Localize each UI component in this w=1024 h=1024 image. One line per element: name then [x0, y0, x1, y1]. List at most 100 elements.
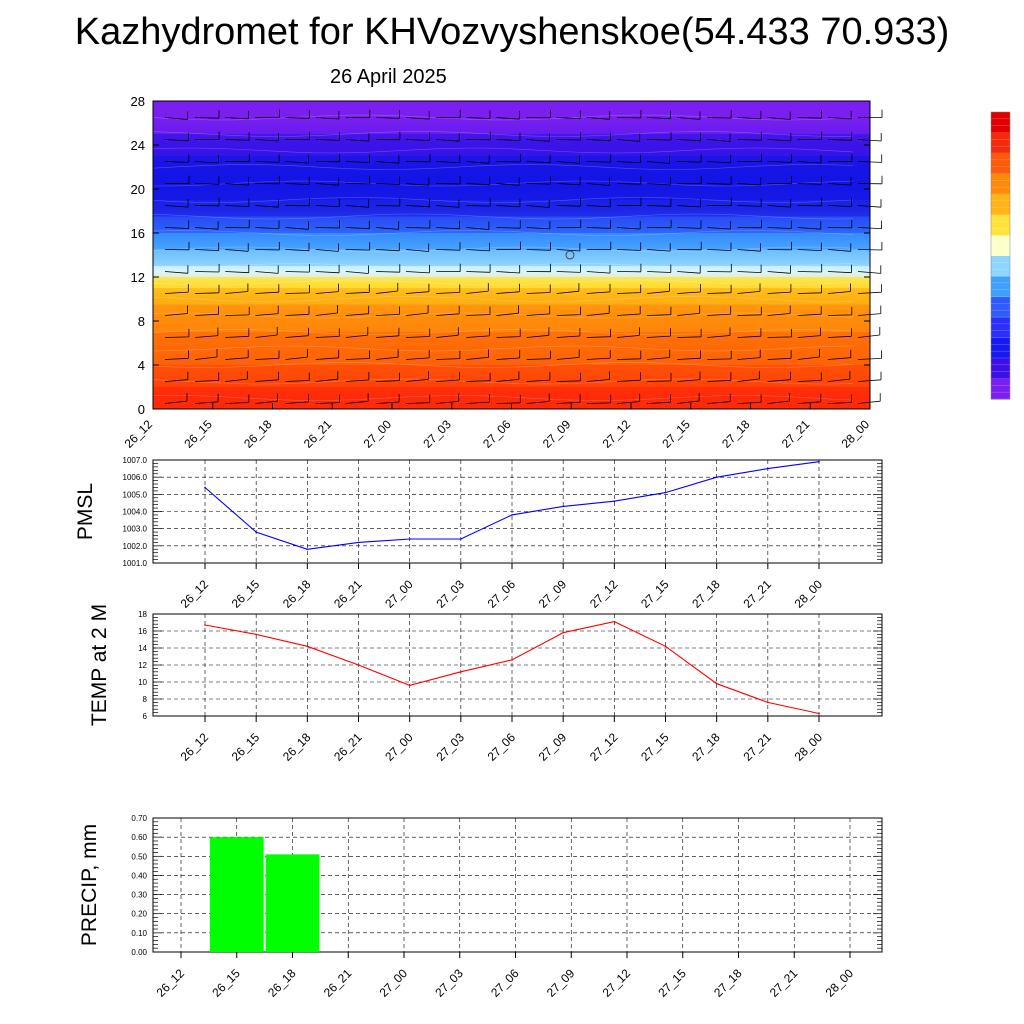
wind-barb: [797, 176, 822, 185]
y-tick-label: 24: [131, 138, 145, 153]
x-tick-label: 27_03: [433, 577, 467, 611]
wind-barb: [677, 199, 701, 208]
wind-barb: [526, 176, 551, 185]
wind-barb: [677, 265, 701, 274]
wind-barb: [737, 110, 762, 120]
y-tick-label: 12: [131, 270, 145, 285]
y-tick-label: 0.10: [131, 929, 147, 938]
colorbar-frame: [990, 111, 1011, 400]
y-tick-label: 16: [131, 226, 145, 241]
contour-line: [152, 263, 854, 269]
wind-barb: [375, 394, 400, 404]
x-tick-label: 27_18: [689, 577, 723, 611]
wind-barb: [466, 221, 490, 230]
x-tick-label: 28_00: [792, 577, 826, 611]
wind-barb: [225, 177, 249, 186]
y-tick-label: 0.30: [131, 891, 147, 900]
data-point: [460, 671, 462, 673]
wind-barb: [195, 242, 220, 251]
wind-barb: [797, 306, 822, 316]
contour-line: [152, 197, 854, 203]
wind-barb: [375, 176, 400, 185]
wind-barb: [827, 243, 852, 252]
x-tick-label: 27_21: [740, 730, 774, 764]
wind-barb: [315, 132, 340, 141]
wind-barb: [436, 242, 461, 251]
wind-barb: [767, 284, 792, 294]
wind-barb: [255, 109, 280, 118]
wind-barb: [556, 306, 581, 316]
colorbar-swatch: [991, 173, 1010, 195]
wind-barb: [647, 176, 671, 186]
wind-barb: [707, 327, 731, 338]
wind-barb: [405, 328, 431, 338]
contour-line: [152, 362, 854, 368]
wind-barb: [255, 371, 279, 382]
wind-barb: [345, 350, 370, 360]
wind-barb: [375, 155, 400, 164]
wind-barb: [556, 219, 582, 228]
wind-barb: [827, 283, 851, 294]
wind-barb: [285, 306, 310, 316]
wind-barb: [797, 349, 820, 360]
data-point: [460, 538, 462, 540]
wind-barb: [315, 305, 338, 316]
wind-barb: [405, 394, 431, 404]
x-tick-label: 26_18: [280, 730, 314, 764]
y-axis-label: TEMP at 2 M: [88, 604, 111, 726]
wind-barb: [195, 110, 220, 119]
heatmap-band-12: [153, 134, 870, 156]
wind-barb: [767, 371, 791, 382]
wind-barb: [707, 242, 732, 251]
wind-barb: [767, 265, 791, 274]
wind-barb: [797, 197, 823, 207]
wind-barb: [375, 283, 399, 294]
wind-barb: [556, 394, 581, 404]
y-tick-label: 1001.0: [123, 559, 148, 568]
y-axis-label: PMSL: [74, 483, 97, 540]
contour-line: [152, 131, 853, 137]
contour-line: [152, 296, 854, 302]
wind-barb: [827, 306, 853, 316]
wind-barb: [164, 393, 188, 404]
wind-barb: [375, 327, 400, 338]
wind-barb: [164, 350, 189, 360]
wind-barb: [255, 350, 280, 360]
x-tick-label: 27_15: [638, 577, 672, 611]
wind-barb: [285, 155, 309, 164]
wind-barb: [225, 110, 249, 120]
wind-barb: [556, 264, 581, 273]
wind-barb: [616, 350, 642, 360]
wind-barb: [586, 177, 610, 186]
wind-barb: [315, 349, 340, 360]
wind-barb: [225, 132, 250, 141]
wind-barb: [345, 242, 371, 251]
wind-barb: [496, 132, 521, 141]
colorbar-swatch: [991, 317, 1010, 338]
x-tick-label: 26_21: [301, 417, 335, 451]
x-tick-label: 27_00: [361, 417, 395, 451]
colorbar-swatch: [991, 337, 1010, 359]
wind-barb: [195, 197, 220, 207]
wind-barb: [647, 394, 671, 404]
wind-barb: [827, 371, 851, 382]
wind-barb: [375, 349, 399, 360]
y-tick-label: 10: [138, 678, 147, 687]
wind-barb: [737, 243, 761, 252]
wind-barb: [195, 264, 220, 273]
wind-barb: [586, 265, 611, 274]
data-point: [818, 712, 820, 715]
x-tick-label: 27_15: [659, 417, 693, 451]
wind-barb: [827, 198, 852, 207]
wind-barb: [164, 220, 190, 229]
wind-barb: [647, 219, 672, 229]
wind-barb: [255, 242, 280, 251]
plot-frame-3: [152, 817, 883, 953]
wind-barb: [225, 394, 250, 404]
x-tick-label: 28_00: [823, 966, 857, 1000]
wind-barb: [616, 176, 642, 185]
x-tick-label: 27_12: [587, 730, 621, 764]
wind-barb: [436, 350, 461, 360]
wind-barb: [285, 393, 309, 404]
wind-barb: [285, 372, 310, 382]
